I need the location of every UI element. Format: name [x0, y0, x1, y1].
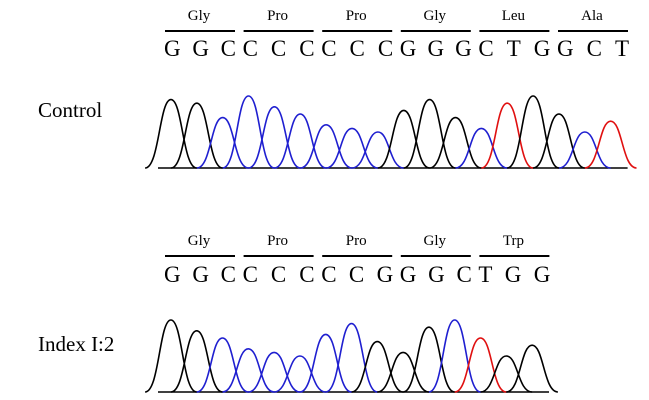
trace-peak	[481, 356, 533, 392]
amino-acid: Gly	[188, 233, 211, 249]
codon-bases: GGG	[400, 36, 472, 61]
trace-peak	[249, 107, 301, 168]
sample-label: Control	[38, 98, 102, 122]
amino-acid: Trp	[503, 233, 524, 249]
sequence-panel: Index I:2 Gly GGC Pro CCC Pro CCG Gly GGC Trp TGG	[38, 233, 558, 392]
codon-bases: GGC	[164, 262, 236, 287]
trace-peak	[223, 349, 275, 392]
amino-acid: Pro	[346, 233, 367, 249]
trace-peak	[223, 96, 275, 168]
amino-acid: Pro	[267, 8, 288, 24]
sequence-panel: Control Gly GGC Pro CCC Pro CCC Gly GGG Leu CTG Ala…	[38, 8, 637, 168]
amino-acid: Pro	[346, 8, 367, 24]
trace-peak	[404, 100, 456, 168]
sample-label: Index I:2	[38, 332, 114, 356]
trace-peak	[197, 118, 249, 168]
chromatogram	[145, 96, 636, 168]
trace-peak	[507, 96, 559, 168]
trace-peak	[171, 331, 223, 392]
trace-peak	[429, 320, 481, 392]
codon-bases: CTG	[478, 36, 550, 61]
trace-peak	[300, 125, 352, 168]
trace-peak	[559, 132, 611, 168]
chromatogram	[145, 320, 558, 392]
trace-peak	[585, 121, 637, 168]
trace-peak	[326, 324, 378, 392]
codon-bases: CCC	[321, 36, 393, 61]
codon-bases: GGC	[164, 36, 236, 61]
codon-bases: GCT	[557, 36, 629, 61]
trace-peak	[506, 345, 558, 392]
amino-acid: Pro	[267, 233, 288, 249]
trace-peak	[352, 342, 404, 392]
trace-peak	[377, 352, 429, 392]
amino-acid: Leu	[502, 8, 526, 24]
codon-bases: CCG	[321, 262, 393, 287]
amino-acid: Gly	[424, 8, 447, 24]
page: {"panels": [ {"label": "Control", "codon…	[0, 0, 649, 400]
codon-bases: GGC	[400, 262, 472, 287]
amino-acid: Gly	[424, 233, 447, 249]
codon-bases: TGG	[478, 262, 550, 287]
codon-bases: CCC	[243, 262, 315, 287]
trace-peak	[145, 320, 197, 392]
trace-peak	[430, 118, 482, 168]
trace-peak	[145, 100, 197, 168]
trace-peak	[455, 128, 507, 168]
amino-acid: Gly	[188, 8, 211, 24]
codon-bases: CCC	[243, 36, 315, 61]
amino-acid: Ala	[581, 8, 603, 24]
figure: Control Gly GGC Pro CCC Pro CCC Gly GGG Leu CTG Ala…	[0, 0, 649, 400]
